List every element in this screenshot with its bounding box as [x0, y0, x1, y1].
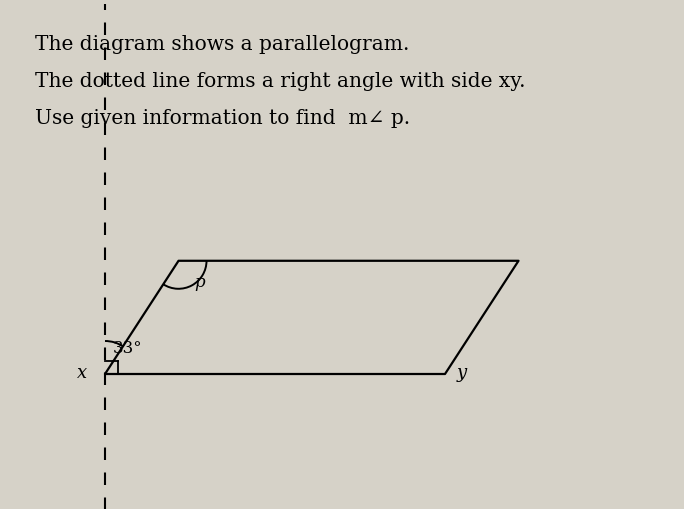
Text: Use given information to find  m∠ p.: Use given information to find m∠ p. [35, 109, 410, 128]
Text: p: p [194, 273, 205, 290]
Text: The dotted line forms a right angle with side xy.: The dotted line forms a right angle with… [35, 72, 525, 91]
Text: x: x [77, 363, 87, 381]
Text: 33°: 33° [113, 340, 143, 356]
Text: y: y [457, 363, 467, 381]
Text: The diagram shows a parallelogram.: The diagram shows a parallelogram. [35, 35, 410, 54]
